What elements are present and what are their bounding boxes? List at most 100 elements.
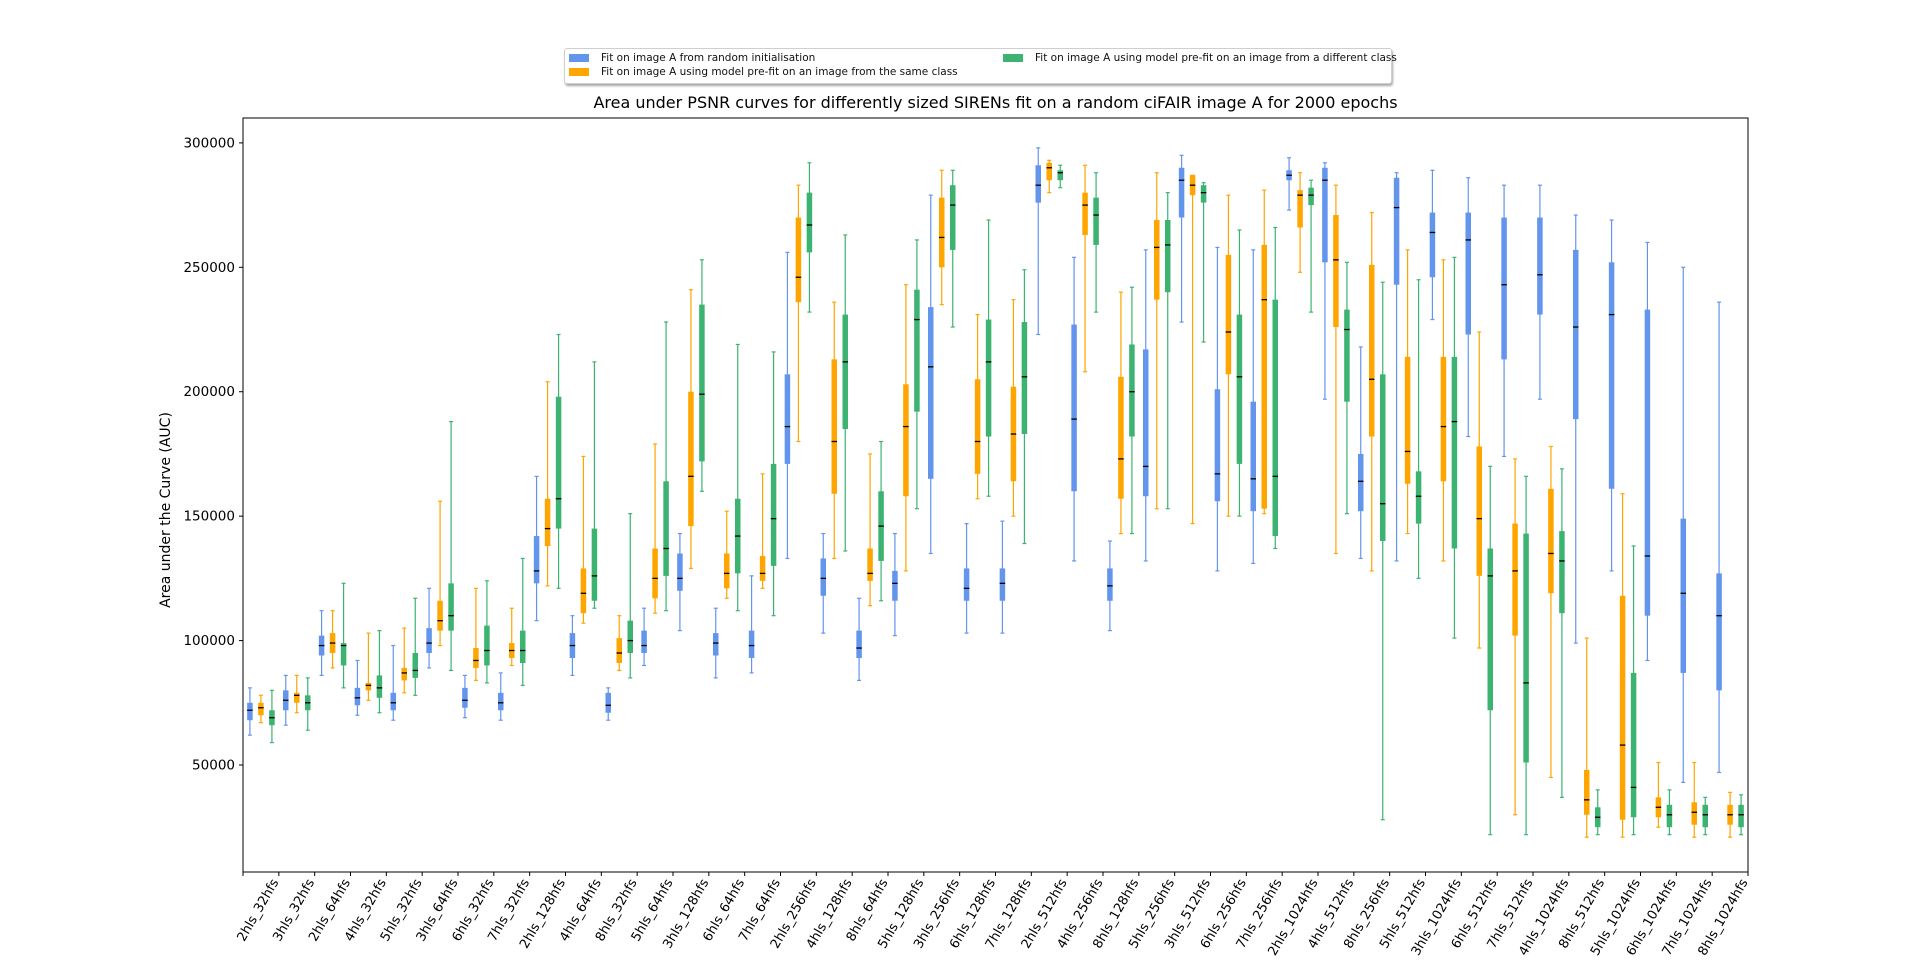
box-body [1716,573,1722,691]
box-body [903,384,909,497]
box-body [688,391,694,527]
box-2-41 [1738,794,1744,836]
plot-area [247,147,1744,838]
box-2-9 [591,361,598,609]
y-tick-label: 50000 [192,757,235,773]
box-body [580,568,587,614]
box-0-22 [1035,147,1041,336]
box-0-12 [677,532,683,632]
box-0-24 [1107,540,1113,632]
box-0-32 [1393,172,1400,562]
legend-item-different-class: Fit on image A using model pre-fit on an… [1003,52,1397,64]
box-1-32 [1404,249,1411,535]
box-0-17 [856,597,862,681]
box-body [533,536,540,584]
y-axis: 50000 100000 150000 200000 250000 300000 [183,135,243,773]
box-body [724,553,730,589]
box-2-16 [842,234,848,552]
box-1-28 [1261,189,1267,515]
box-1-26 [1189,174,1196,525]
box-body [748,630,755,658]
box-body [401,667,407,681]
box-2-28 [1272,226,1278,550]
box-body [1608,262,1615,489]
box-body [677,553,683,591]
box-body [939,197,945,268]
box-body [1501,217,1507,360]
box-body [616,638,622,663]
y-tick-label: 300000 [183,135,235,151]
box-1-36 [1548,445,1554,779]
box-body [1369,264,1375,437]
legend-swatch-blue [569,54,589,62]
box-2-6 [484,580,490,684]
box-0-30 [1322,162,1328,400]
box-2-4 [412,597,418,696]
box-1-3 [365,632,372,701]
box-body [842,314,848,430]
box-body [1666,804,1673,828]
box-body [1021,322,1028,435]
box-2-17 [878,440,884,602]
box-0-39 [1644,241,1651,662]
box-0-7 [498,672,504,721]
box-body [365,682,372,691]
box-2-33 [1451,256,1458,639]
box-body [448,583,454,631]
box-0-0 [247,687,253,736]
box-0-15 [784,251,791,560]
box-0-37 [1573,214,1579,644]
box-body [1573,249,1579,420]
box-0-9 [569,615,576,677]
box-body [1272,299,1278,537]
box-0-4 [390,644,396,721]
box-2-31 [1380,281,1386,821]
box-body [1537,217,1543,315]
legend-item-same-class: Fit on image A using model pre-fit on an… [569,66,958,78]
box-1-21 [1010,299,1017,517]
legend-label: Fit on image A using model pre-fit on an… [601,66,958,78]
box-body [914,289,920,412]
legend-label: Fit on image A from random initialisatio… [601,52,816,64]
box-0-14 [748,575,755,674]
box-body [1415,471,1422,524]
box-body [950,185,956,250]
box-2-19 [950,169,956,328]
box-1-23 [1082,164,1088,373]
box-0-36 [1537,184,1543,400]
legend-swatch-green [1003,54,1023,62]
box-0-34 [1465,177,1471,438]
box-2-37 [1595,789,1601,836]
box-body [1440,356,1447,482]
y-axis-label: Area under the Curve (AUC) [158,412,174,608]
box-1-24 [1118,291,1124,535]
box-0-19 [928,194,934,555]
box-body [1333,215,1339,328]
box-2-22 [1057,164,1063,189]
box-1-5 [437,500,443,647]
box-body [806,192,813,253]
y-tick-label: 150000 [183,509,235,525]
box-2-40 [1702,796,1708,836]
box-body [1487,548,1493,711]
box-0-23 [1071,256,1077,562]
box-body [1250,401,1256,512]
box-2-0 [269,689,275,744]
box-body [759,555,766,581]
box-2-15 [806,162,813,313]
box-body [1154,220,1160,300]
box-2-13 [735,343,741,612]
box-body [928,307,934,479]
box-1-17 [867,453,873,607]
box-1-33 [1440,259,1447,562]
box-2-11 [663,321,669,612]
plot-frame [242,117,1749,873]
box-body [1143,349,1149,497]
box-0-33 [1429,169,1436,321]
box-0-25 [1143,249,1149,562]
y-tick-label: 100000 [183,633,235,649]
box-body [795,217,802,303]
box-body [1512,523,1518,636]
box-0-16 [820,532,826,634]
box-body [1619,595,1626,820]
